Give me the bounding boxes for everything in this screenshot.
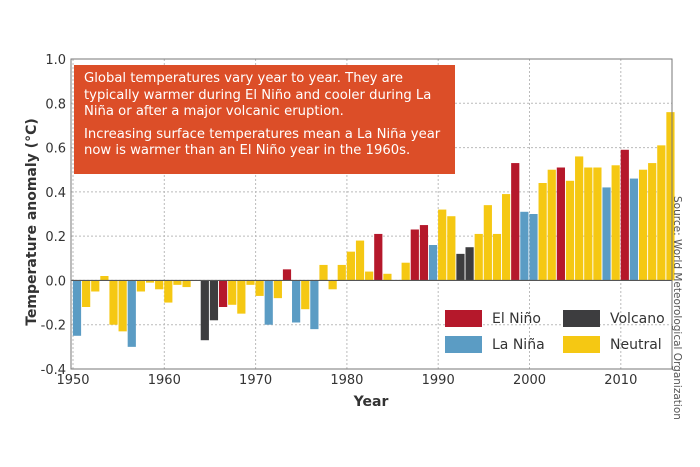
bar-2007: [593, 167, 602, 281]
x-tick-label: 2000: [513, 373, 546, 388]
legend-swatch: [445, 310, 482, 327]
y-tick-label: -0.4: [41, 363, 66, 378]
bar-2006: [584, 167, 593, 281]
bar-2002: [547, 169, 556, 281]
y-tick-label: 0.0: [45, 274, 66, 289]
legend-label: La Niña: [492, 336, 545, 353]
bar-1990: [438, 209, 447, 281]
x-tick-label: 1950: [56, 373, 89, 388]
bar-1956: [127, 280, 136, 347]
bar-1992: [456, 253, 465, 281]
bar-1996: [492, 233, 502, 281]
bar-1964: [200, 280, 209, 341]
bar-1968: [237, 280, 246, 314]
bar-1953: [100, 276, 109, 281]
bar-1962: [182, 280, 191, 288]
bar-2000: [529, 214, 538, 281]
bar-2013: [648, 163, 657, 281]
annotation-box: Global temperatures vary year to year. T…: [74, 65, 455, 174]
bar-1965: [209, 280, 219, 321]
bar-1975: [301, 280, 310, 310]
y-tick-label: 0.8: [45, 97, 66, 112]
bar-1966: [218, 280, 228, 307]
bar-1961: [173, 280, 182, 285]
bar-1981: [355, 240, 365, 281]
bar-2005: [575, 156, 584, 281]
bar-2010: [620, 149, 629, 281]
bar-1979: [337, 264, 346, 281]
legend-swatch: [445, 336, 482, 353]
annotation-text-2: Increasing surface temperatures mean a L…: [84, 126, 441, 159]
bar-1967: [228, 280, 237, 305]
bar-1982: [365, 271, 374, 281]
bar-1952: [91, 280, 100, 292]
y-tick-label: 0.6: [45, 142, 66, 157]
bar-1986: [401, 262, 410, 281]
y-tick-label: -0.2: [41, 319, 66, 334]
bar-2009: [611, 165, 620, 281]
bar-1950: [72, 280, 82, 336]
x-tick-label: 1970: [239, 373, 272, 388]
bar-2001: [538, 183, 547, 281]
bar-1987: [410, 229, 419, 281]
bar-1972: [273, 280, 282, 299]
legend-label: El Niño: [492, 310, 541, 327]
bar-1958: [145, 280, 155, 283]
bar-1998: [511, 163, 520, 281]
bar-1997: [502, 194, 511, 281]
bar-1978: [328, 280, 337, 290]
bar-1977: [319, 264, 328, 281]
source-text: Source: World Meteorological Organizatio…: [671, 196, 683, 420]
y-axis-label: Temperature anomaly (°C): [24, 118, 40, 326]
bar-1971: [264, 280, 273, 325]
legend-item-volcano: Volcano: [563, 310, 665, 327]
bar-1984: [383, 273, 392, 281]
bar-2015: [666, 112, 675, 281]
bar-2008: [602, 187, 611, 281]
bar-1993: [465, 247, 474, 281]
x-tick-label: 1990: [422, 373, 455, 388]
legend-item-el-nino: El Niño: [445, 310, 541, 327]
bar-1983: [374, 233, 383, 281]
x-tick-label: 2010: [604, 373, 637, 388]
bar-1999: [520, 211, 529, 281]
legend-item-neutral: Neutral: [563, 336, 662, 353]
bar-1957: [136, 280, 146, 292]
bar-1954: [109, 280, 118, 325]
bar-1960: [164, 280, 173, 303]
bar-1994: [474, 233, 483, 281]
x-tick-label: 1960: [148, 373, 181, 388]
bar-1974: [292, 280, 301, 323]
bar-1959: [155, 280, 164, 290]
legend-label: Volcano: [610, 310, 665, 327]
annotation-text-1: Global temperatures vary year to year. T…: [84, 71, 432, 119]
bar-2012: [638, 169, 648, 281]
bar-1970: [255, 280, 264, 296]
bar-1988: [419, 225, 429, 281]
legend-label: Neutral: [610, 336, 662, 353]
y-tick-label: 0.2: [45, 230, 66, 245]
y-tick-label: 0.4: [45, 186, 66, 201]
bar-1951: [82, 280, 91, 307]
bar-1969: [246, 280, 255, 285]
bar-1955: [118, 280, 127, 332]
bar-1991: [447, 216, 456, 281]
bar-2004: [565, 180, 575, 281]
legend-swatch: [563, 310, 600, 327]
x-tick-label: 1980: [330, 373, 363, 388]
legend-item-la-nina: La Niña: [445, 336, 545, 353]
legend-swatch: [563, 336, 600, 353]
plot-frame: [70, 58, 673, 370]
bar-2014: [657, 145, 666, 281]
bar-2011: [629, 178, 639, 281]
bar-2003: [556, 167, 565, 281]
bar-1976: [310, 280, 319, 330]
bar-1980: [346, 251, 355, 281]
bar-1995: [483, 205, 492, 281]
y-tick-label: 1.0: [45, 53, 66, 68]
bar-1989: [428, 245, 438, 281]
bar-1973: [282, 269, 292, 281]
x-axis-label: Year: [353, 394, 389, 410]
